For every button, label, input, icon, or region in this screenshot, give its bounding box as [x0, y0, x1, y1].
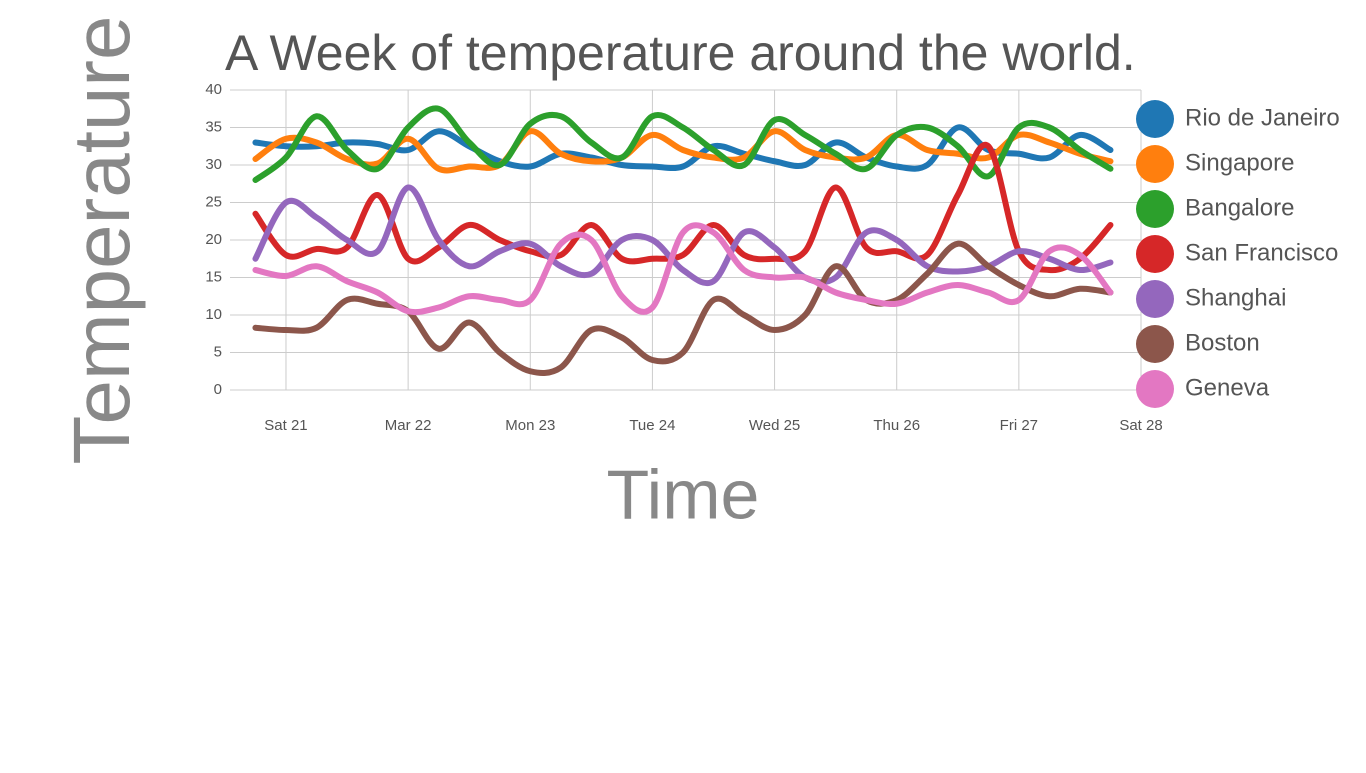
y-axis-label: Temperature — [57, 15, 146, 464]
y-tick-label: 35 — [205, 118, 222, 135]
y-tick-label: 15 — [205, 268, 222, 285]
legend-label: Bangalore — [1185, 194, 1294, 221]
x-tick-label: Sat 21 — [264, 417, 307, 434]
x-tick-label: Tue 24 — [629, 417, 675, 434]
legend-label: Boston — [1185, 329, 1260, 356]
x-axis-label: Time — [607, 455, 760, 533]
series-line — [252, 222, 1114, 316]
series-line — [252, 141, 1114, 274]
legend-marker — [1136, 235, 1174, 273]
series-line — [252, 240, 1114, 376]
legend-marker — [1136, 190, 1174, 228]
y-tick-label: 0 — [214, 381, 222, 398]
legend-marker — [1136, 325, 1174, 363]
legend-marker — [1136, 280, 1174, 318]
series-line — [252, 184, 1114, 287]
x-tick-label: Thu 26 — [873, 417, 920, 434]
x-tick-label: Mon 23 — [505, 417, 555, 434]
legend-marker — [1136, 370, 1174, 408]
x-tick-label: Fri 27 — [1000, 417, 1038, 434]
x-tick-label: Mar 22 — [385, 417, 432, 434]
legend-label: San Francisco — [1185, 239, 1338, 266]
y-tick-label: 10 — [205, 306, 222, 323]
legend-label: Shanghai — [1185, 284, 1286, 311]
legend-marker — [1136, 145, 1174, 183]
y-tick-label: 20 — [205, 231, 222, 248]
y-tick-label: 5 — [214, 343, 222, 360]
series-line — [252, 124, 1114, 172]
x-tick-label: Wed 25 — [749, 417, 800, 434]
series-line — [252, 105, 1114, 183]
legend-label: Rio de Janeiro — [1185, 104, 1340, 131]
legend-label: Singapore — [1185, 149, 1294, 176]
y-tick-label: 40 — [205, 81, 222, 98]
y-tick-label: 25 — [205, 193, 222, 210]
y-tick-label: 30 — [205, 156, 222, 173]
legend-label: Geneva — [1185, 374, 1270, 401]
chart-title: A Week of temperature around the world. — [225, 25, 1136, 81]
legend-marker — [1136, 100, 1174, 138]
x-tick-label: Sat 28 — [1119, 417, 1162, 434]
